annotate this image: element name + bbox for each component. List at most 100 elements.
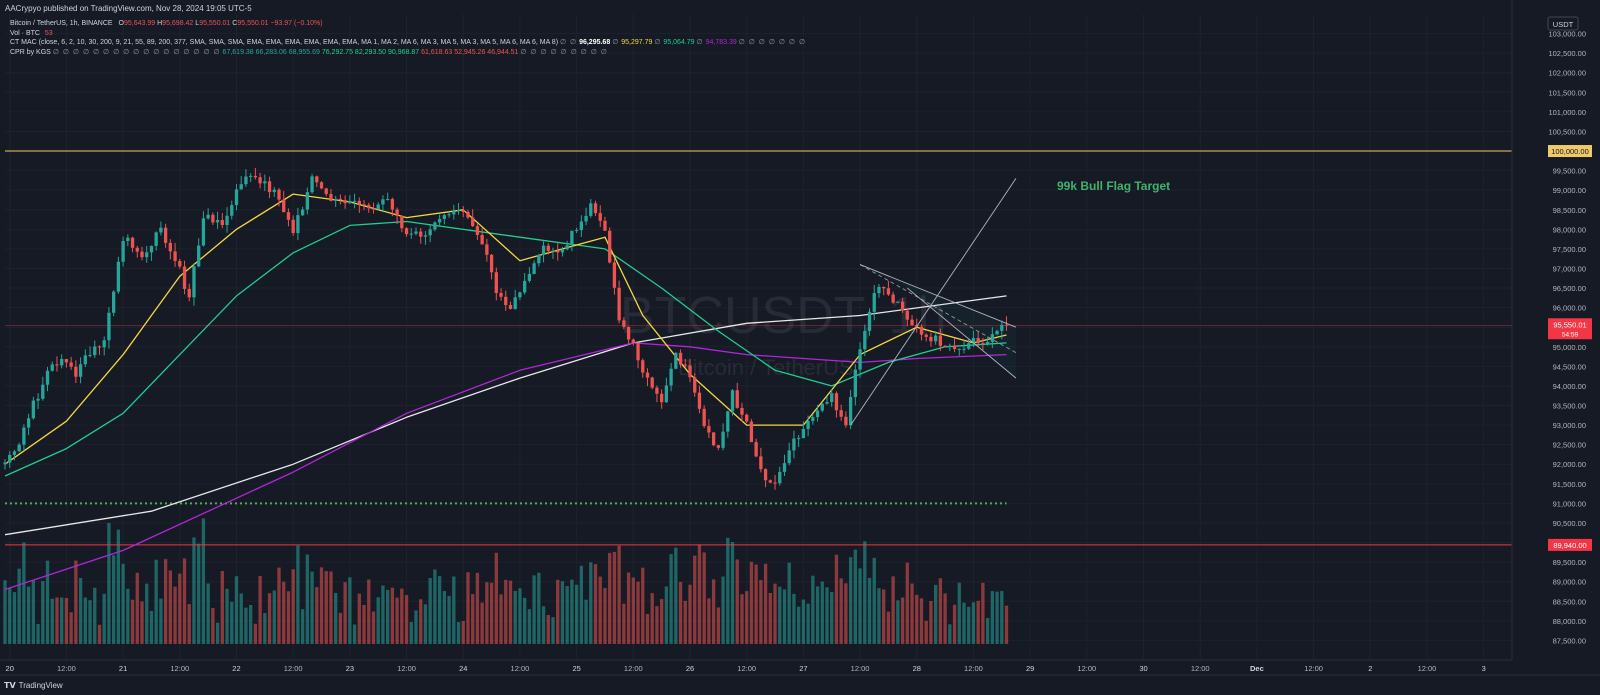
candle-body <box>437 218 442 223</box>
candle-body <box>367 204 371 209</box>
candle-body <box>154 232 158 246</box>
footer-brand[interactable]: TradingView <box>18 681 63 690</box>
price-tick-label: 98,500.00 <box>1553 206 1586 215</box>
volume-bar <box>187 604 191 644</box>
candle-body <box>230 205 234 216</box>
volume-bar <box>683 600 687 644</box>
legend-symbol[interactable]: Bitcoin / TetherUS, 1h, BINANCE <box>10 20 113 27</box>
candle-body <box>537 254 541 264</box>
volume-bar <box>154 559 158 644</box>
candle-body <box>215 220 220 223</box>
volume-bar <box>315 587 319 644</box>
candle-body <box>730 390 735 412</box>
price-tick-label: 99,500.00 <box>1553 167 1586 176</box>
volume-bar <box>282 581 286 644</box>
candle-body <box>844 416 848 426</box>
price-tick-label: 100,500.00 <box>1548 127 1586 136</box>
candle-body <box>660 393 664 403</box>
volume-bar <box>112 555 116 644</box>
candle-body <box>423 235 428 237</box>
candle-body <box>565 245 569 250</box>
candle-body <box>598 213 602 221</box>
volume-bar <box>168 570 172 644</box>
candle-body <box>135 247 139 252</box>
candle-body <box>867 311 872 331</box>
candle-body <box>678 352 683 365</box>
volume-bar <box>863 541 867 644</box>
candle-body <box>645 372 650 378</box>
candle-body <box>655 387 659 394</box>
volume-bar <box>669 554 673 644</box>
volume-bar <box>447 595 451 644</box>
candle-body <box>650 377 654 388</box>
candle-body <box>475 226 480 235</box>
legend-volume-label[interactable]: Vol · BTC <box>10 29 40 37</box>
candle-body <box>636 343 640 361</box>
legend-high: 95,698.42 <box>162 20 194 27</box>
level-price-label: 89,940.00 <box>1553 541 1586 550</box>
volume-bar <box>234 576 239 644</box>
time-tick-label: 12:00 <box>1077 664 1096 673</box>
volume-bar <box>178 573 182 644</box>
volume-bar <box>598 576 602 644</box>
volume-bar <box>50 598 54 644</box>
volume-bar <box>523 597 527 644</box>
volume-bar <box>244 607 248 644</box>
time-tick-label: 12:00 <box>964 664 983 673</box>
candle-body <box>608 230 612 263</box>
price-tick-label: 93,500.00 <box>1553 402 1586 411</box>
volume-bar <box>367 579 371 644</box>
volume-bar <box>527 609 532 644</box>
legend-mac-row: CT MAC (close, 6, 2, 10, 30, 200, 9, 21,… <box>10 38 806 48</box>
volume-bar <box>371 611 376 644</box>
price-tick-label: 94,500.00 <box>1553 362 1586 371</box>
volume-bar <box>924 620 928 644</box>
volume-bar <box>130 599 135 644</box>
volume-bar <box>206 583 210 644</box>
volume-bar <box>60 597 64 644</box>
legend-mac-label[interactable]: CT MAC (close, 6, 2, 10, 30, 200, 9, 21,… <box>10 39 559 46</box>
horizontal-levels[interactable] <box>5 150 1512 546</box>
candle-body <box>962 348 966 350</box>
volume-bar <box>220 571 224 644</box>
candlesticks[interactable] <box>3 167 1009 490</box>
candle-body <box>291 219 295 234</box>
volume-bar <box>995 591 999 644</box>
candle-body <box>343 200 347 204</box>
candle-body <box>78 364 83 377</box>
volume-bar <box>697 544 702 644</box>
candle-body <box>371 208 376 210</box>
candle-body <box>409 233 413 235</box>
candle-body <box>192 266 196 298</box>
time-tick-label: 2 <box>1368 664 1372 673</box>
candle-body <box>352 200 357 202</box>
volume-bar <box>938 578 943 644</box>
flag-drawings[interactable] <box>850 178 1017 426</box>
legend-open: 95,643.99 <box>124 20 156 27</box>
candle-body <box>282 199 286 213</box>
candle-body <box>234 189 239 206</box>
volume-bar <box>735 559 739 644</box>
legend-cpr-value: 66,283.06 <box>255 48 289 56</box>
legend-cpr-label[interactable]: CPR by KGS <box>10 48 51 56</box>
legend-mac-value: 95,064.79 <box>663 39 695 46</box>
candle-body <box>381 199 385 205</box>
bull-flag-target-annotation[interactable]: 99k Bull Flag Target <box>1057 179 1170 193</box>
candle-body <box>669 368 673 386</box>
volume-bar <box>409 621 413 644</box>
time-tick-label: 30 <box>1139 664 1147 673</box>
candle-body <box>97 346 102 348</box>
candle-body <box>93 346 97 356</box>
volume-bar <box>716 607 720 644</box>
volume-bar <box>702 552 706 644</box>
price-tick-label: 88,500.00 <box>1553 597 1586 606</box>
price-tick-label: 96,000.00 <box>1553 304 1586 313</box>
time-tick-label: 29 <box>1026 664 1034 673</box>
volume-bar <box>428 578 432 644</box>
price-tick-label: 98,000.00 <box>1553 225 1586 234</box>
volume-bars <box>3 518 1009 644</box>
volume-bar <box>570 579 574 644</box>
volume-bar <box>192 537 196 644</box>
volume-bar <box>664 586 669 644</box>
